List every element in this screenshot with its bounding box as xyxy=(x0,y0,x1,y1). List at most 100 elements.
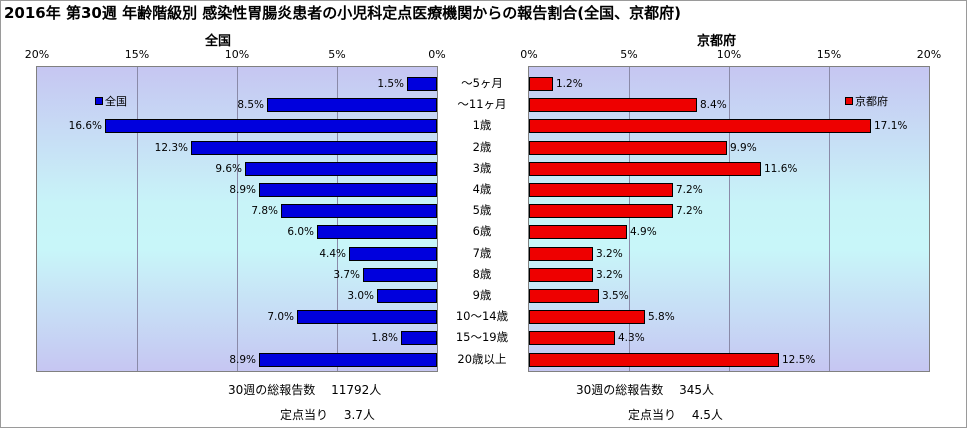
national-tick-label: 15% xyxy=(124,48,150,61)
age-category-label: ～11ヶ月 xyxy=(457,97,507,112)
national-plot-area: 全国 1.5% 8.5% 16.6% 12.3% 9.6% 8.9% 7.8% 6.0% 4.4… xyxy=(36,66,438,372)
national-bar xyxy=(407,77,437,91)
national-gridline xyxy=(137,67,138,371)
kyoto-value-label: 12.5% xyxy=(782,353,816,366)
age-category-label: ～5ヶ月 xyxy=(461,76,503,90)
age-category-label: 5歳 xyxy=(472,203,492,218)
kyoto-bar xyxy=(529,267,593,282)
national-bar xyxy=(191,140,437,155)
kyoto-value-label: 17.1% xyxy=(874,120,908,133)
kyoto-per-sentinel: 定点当り 4.5人 xyxy=(628,408,723,422)
national-bar xyxy=(363,267,437,282)
national-tick-label: 10% xyxy=(224,48,250,61)
kyoto-value-label: 4.3% xyxy=(618,332,645,345)
kyoto-bar xyxy=(529,310,645,325)
kyoto-value-label: 7.2% xyxy=(676,205,703,218)
kyoto-value-label: 3.2% xyxy=(596,268,623,281)
kyoto-value-label: 8.4% xyxy=(700,99,727,112)
age-category-label: 1歳 xyxy=(472,118,492,133)
national-value-label: 3.7% xyxy=(333,268,360,281)
kyoto-total-reports: 30週の総報告数 345人 xyxy=(576,383,714,397)
kyoto-value-label: 3.5% xyxy=(602,290,629,302)
national-value-label: 16.6% xyxy=(68,120,102,133)
national-value-label: 7.8% xyxy=(251,205,278,218)
kyoto-tick-label: 0% xyxy=(520,48,538,61)
kyoto-value-label: 9.9% xyxy=(730,141,757,154)
national-bar xyxy=(267,98,437,113)
national-legend-swatch xyxy=(95,97,103,105)
national-per-sentinel: 定点当り 3.7人 xyxy=(280,408,375,422)
kyoto-bar xyxy=(529,140,727,155)
kyoto-bar xyxy=(529,331,615,346)
national-bar xyxy=(259,352,437,367)
kyoto-gridline xyxy=(629,67,630,371)
kyoto-gridline xyxy=(729,67,730,371)
national-value-label: 1.5% xyxy=(377,78,404,90)
national-bar xyxy=(349,246,437,261)
kyoto-bar xyxy=(529,183,673,197)
national-tick-label: 5% xyxy=(328,48,346,61)
kyoto-tick-label: 10% xyxy=(716,48,742,61)
national-value-label: 8.9% xyxy=(229,184,256,196)
kyoto-bar xyxy=(529,225,627,240)
age-category-label: 2歳 xyxy=(472,139,492,154)
kyoto-bar xyxy=(529,98,697,113)
national-value-label: 9.6% xyxy=(215,162,242,175)
national-value-label: 3.0% xyxy=(347,290,374,302)
national-bar xyxy=(377,289,437,303)
national-value-label: 8.5% xyxy=(237,99,264,112)
age-category-label: 4歳 xyxy=(472,182,492,196)
age-category-label: 7歳 xyxy=(472,245,492,260)
national-panel-title: 全国 xyxy=(205,34,232,49)
chart-title: 2016年 第30週 年齢階級別 感染性胃腸炎患者の小児科定点医療機関からの報告… xyxy=(4,4,682,22)
age-category-label: 8歳 xyxy=(472,266,492,281)
kyoto-legend-swatch xyxy=(845,97,853,105)
national-value-label: 6.0% xyxy=(287,226,314,239)
kyoto-bar xyxy=(529,289,599,303)
national-bar xyxy=(105,119,437,134)
kyoto-tick-label: 15% xyxy=(816,48,842,61)
kyoto-tick-label: 20% xyxy=(916,48,942,61)
national-value-label: 12.3% xyxy=(154,141,188,154)
national-legend: 全国 xyxy=(95,93,127,109)
kyoto-legend: 京都府 xyxy=(845,93,888,109)
national-value-label: 7.0% xyxy=(267,311,294,324)
national-bar xyxy=(259,183,437,197)
national-tick-label: 0% xyxy=(428,48,446,61)
kyoto-value-label: 11.6% xyxy=(764,162,798,175)
age-category-label: 6歳 xyxy=(472,224,492,239)
kyoto-value-label: 7.2% xyxy=(676,184,703,196)
national-gridline xyxy=(337,67,338,371)
kyoto-plot-area: 京都府 1.2% 8.4% 17.1% 9.9% 11.6% 7.2% 7.2% 4.9% 3.… xyxy=(528,66,930,372)
kyoto-value-label: 1.2% xyxy=(556,78,583,90)
national-bar xyxy=(281,204,437,219)
kyoto-bar xyxy=(529,77,553,91)
national-value-label: 4.4% xyxy=(319,247,346,260)
national-total-reports: 30週の総報告数 11792人 xyxy=(228,383,382,397)
national-value-label: 8.9% xyxy=(229,353,256,366)
national-bar xyxy=(401,331,437,346)
kyoto-bar xyxy=(529,352,779,367)
national-bar xyxy=(297,310,437,325)
kyoto-panel-title: 京都府 xyxy=(697,34,737,49)
national-bar xyxy=(317,225,437,240)
kyoto-bar xyxy=(529,119,871,134)
age-category-label: 20歳以上 xyxy=(457,351,507,366)
age-category-label: 3歳 xyxy=(472,160,492,175)
kyoto-bar xyxy=(529,204,673,219)
national-value-label: 1.8% xyxy=(371,332,398,345)
kyoto-value-label: 5.8% xyxy=(648,311,675,324)
kyoto-bar xyxy=(529,161,761,176)
kyoto-value-label: 4.9% xyxy=(630,226,657,239)
kyoto-gridline xyxy=(829,67,830,371)
kyoto-tick-label: 5% xyxy=(620,48,638,61)
age-category-label: 10～14歳 xyxy=(455,309,509,324)
kyoto-value-label: 3.2% xyxy=(596,247,623,260)
age-category-label: 9歳 xyxy=(472,288,492,302)
national-legend-label: 全国 xyxy=(105,95,127,108)
national-bar xyxy=(245,161,437,176)
kyoto-bar xyxy=(529,246,593,261)
kyoto-legend-label: 京都府 xyxy=(855,95,888,108)
age-category-label: 15～19歳 xyxy=(455,330,509,345)
national-tick-label: 20% xyxy=(24,48,50,61)
